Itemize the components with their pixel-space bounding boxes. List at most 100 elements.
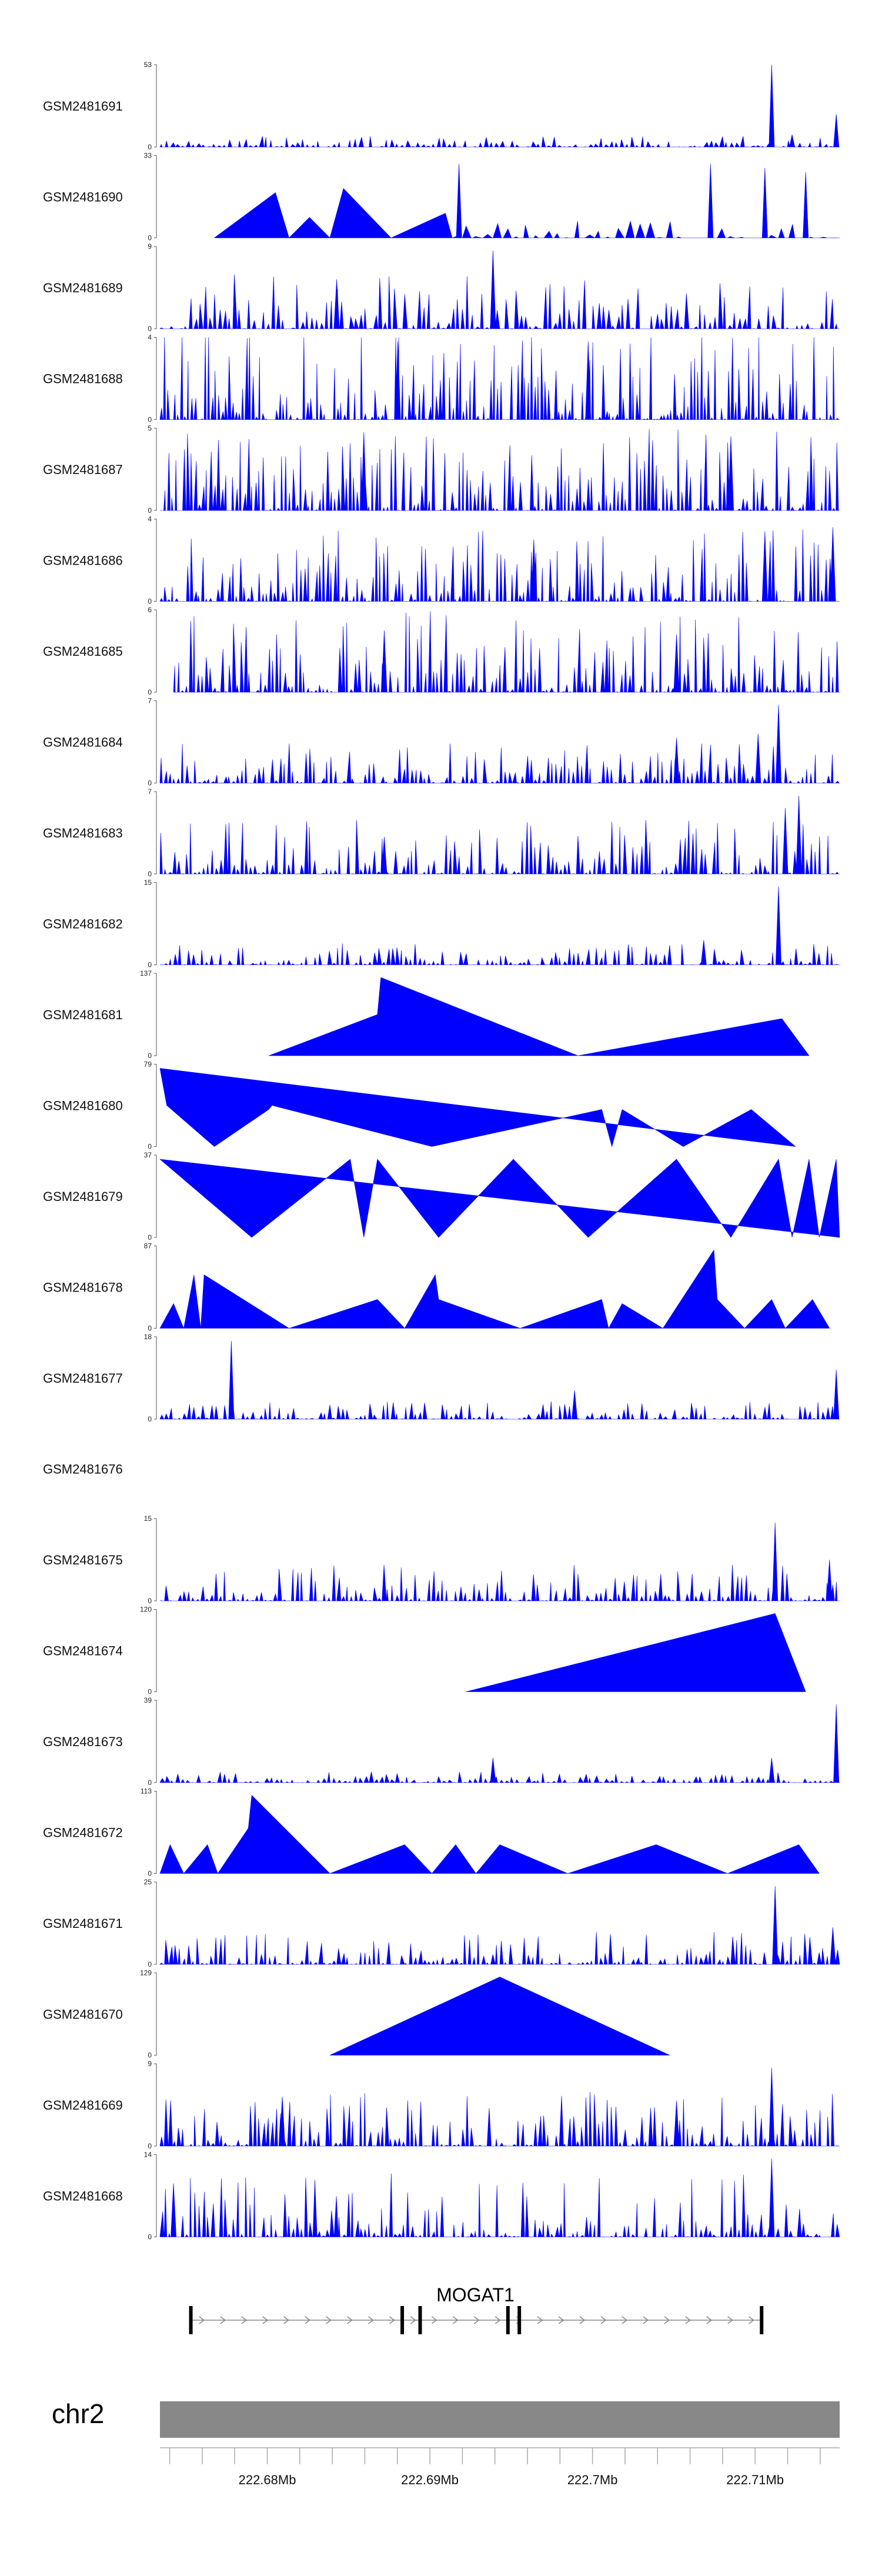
y-max-label: 113 xyxy=(141,1787,152,1796)
y-max-label: 129 xyxy=(140,1969,152,1977)
track-label: GSM2481674 xyxy=(43,1644,123,1659)
y-max-label: 15 xyxy=(144,1514,152,1523)
track-label: GSM2481673 xyxy=(43,1734,123,1749)
y-max-label: 79 xyxy=(144,1060,152,1069)
y-min-label: 0 xyxy=(148,688,152,696)
y-min-label: 0 xyxy=(148,779,152,788)
chromosome-ideogram xyxy=(160,2401,840,2438)
track-GSM2481670: GSM2481670 129 0 xyxy=(43,1969,670,2060)
y-min-label: 0 xyxy=(148,1415,152,1423)
y-max-label: 14 xyxy=(144,2151,152,2159)
coverage-area xyxy=(159,2158,840,2237)
track-label: GSM2481680 xyxy=(43,1099,123,1113)
gene-name-label: MOGAT1 xyxy=(436,2284,514,2305)
exon-mark xyxy=(506,2306,510,2334)
track-GSM2481676: GSM2481676 xyxy=(43,1462,123,1477)
track-GSM2481689: GSM2481689 9 0 xyxy=(43,242,840,333)
coverage-area xyxy=(160,429,840,511)
track-GSM2481677: GSM2481677 18 0 xyxy=(43,1333,840,1423)
y-min-label: 0 xyxy=(148,2051,152,2060)
strand-arrow-icon xyxy=(495,2316,501,2324)
y-min-label: 0 xyxy=(148,1233,152,1242)
strand-arrow-icon xyxy=(622,2316,628,2324)
strand-arrow-icon xyxy=(600,2316,607,2324)
coverage-area xyxy=(329,1977,670,2056)
strand-arrow-icon xyxy=(262,2316,269,2324)
y-max-label: 7 xyxy=(148,788,152,796)
coverage-area xyxy=(159,1068,796,1147)
track-label: GSM2481678 xyxy=(43,1280,123,1295)
track-GSM2481675: GSM2481675 15 0 xyxy=(43,1514,840,1605)
coverage-area xyxy=(159,1794,820,1874)
genome-axis-track: chr2 222.68Mb 222.69Mb 222.7Mb 222.71Mb xyxy=(52,2398,840,2487)
track-GSM2481684: GSM2481684 7 0 xyxy=(43,697,840,788)
track-label: GSM2481677 xyxy=(43,1371,123,1386)
y-min-label: 0 xyxy=(148,325,152,333)
y-min-label: 0 xyxy=(148,1870,152,1878)
coverage-area xyxy=(159,886,840,965)
strand-arrow-icon xyxy=(706,2316,713,2324)
track-GSM2481672: GSM2481672 113 0 xyxy=(43,1787,820,1878)
track-GSM2481673: GSM2481673 39 0 xyxy=(43,1696,840,1787)
y-max-label: 37 xyxy=(144,1151,152,1159)
exon-mark xyxy=(760,2306,764,2334)
strand-arrow-icon xyxy=(452,2316,459,2324)
coverage-area xyxy=(159,1340,840,1420)
track-label: GSM2481682 xyxy=(43,917,123,932)
track-label: GSM2481686 xyxy=(43,553,123,568)
y-max-label: 4 xyxy=(148,333,152,342)
y-max-label: 39 xyxy=(144,1696,152,1704)
strand-arrow-icon xyxy=(347,2316,353,2324)
strand-arrow-icon xyxy=(643,2316,649,2324)
strand-arrow-icon xyxy=(220,2316,226,2324)
track-GSM2481690: GSM2481690 33 0 xyxy=(43,152,840,242)
coverage-area xyxy=(159,795,840,875)
track-label: GSM2481672 xyxy=(43,1826,123,1840)
track-label: GSM2481679 xyxy=(43,1189,123,1204)
track-GSM2481680: GSM2481680 79 0 xyxy=(43,1060,796,1151)
track-GSM2481674: GSM2481674 120 0 xyxy=(43,1606,806,1696)
exon-mark xyxy=(189,2306,193,2334)
y-min-label: 0 xyxy=(148,416,152,424)
coverage-area xyxy=(159,64,840,148)
coverage-area xyxy=(159,1886,840,1965)
exon-mark xyxy=(418,2306,422,2334)
strand-arrow-icon xyxy=(685,2316,691,2324)
track-GSM2481685: GSM2481685 6 0 xyxy=(43,606,840,696)
track-label: GSM2481670 xyxy=(43,2007,123,2022)
y-max-label: 9 xyxy=(148,2060,152,2068)
coverage-area xyxy=(173,611,840,693)
y-min-label: 0 xyxy=(148,1960,152,1968)
y-max-label: 137 xyxy=(140,969,152,977)
strand-arrow-icon xyxy=(305,2316,310,2324)
x-tick-label: 222.68Mb xyxy=(239,2472,296,2487)
coverage-area xyxy=(159,527,840,602)
y-max-label: 7 xyxy=(148,697,152,705)
track-label: GSM2481676 xyxy=(43,1462,123,1477)
track-label: GSM2481668 xyxy=(43,2189,123,2204)
y-max-label: 87 xyxy=(144,1242,152,1250)
track-GSM2481691: GSM2481691 53 0 xyxy=(43,61,840,151)
strand-arrow-icon xyxy=(537,2316,543,2324)
strand-arrow-icon xyxy=(410,2316,416,2324)
track-label: GSM2481675 xyxy=(43,1553,123,1567)
track-label: GSM2481688 xyxy=(43,372,123,386)
track-GSM2481671: GSM2481671 25 0 xyxy=(43,1878,840,1968)
strand-arrow-icon xyxy=(431,2316,437,2324)
strand-arrow-icon xyxy=(727,2316,733,2324)
track-label: GSM2481690 xyxy=(43,190,123,205)
coverage-area xyxy=(159,1159,840,1238)
track-label: GSM2481671 xyxy=(43,1916,123,1931)
track-label: GSM2481691 xyxy=(43,99,123,114)
strand-arrow-icon xyxy=(749,2316,754,2324)
strand-arrow-icon xyxy=(283,2316,289,2324)
track-label: GSM2481669 xyxy=(43,2098,123,2113)
coverage-area xyxy=(159,1249,830,1329)
strand-arrow-icon xyxy=(473,2316,480,2324)
y-min-label: 0 xyxy=(148,234,152,242)
y-max-label: 5 xyxy=(148,424,152,432)
y-max-label: 25 xyxy=(144,1878,152,1886)
strand-arrow-icon xyxy=(368,2316,374,2324)
